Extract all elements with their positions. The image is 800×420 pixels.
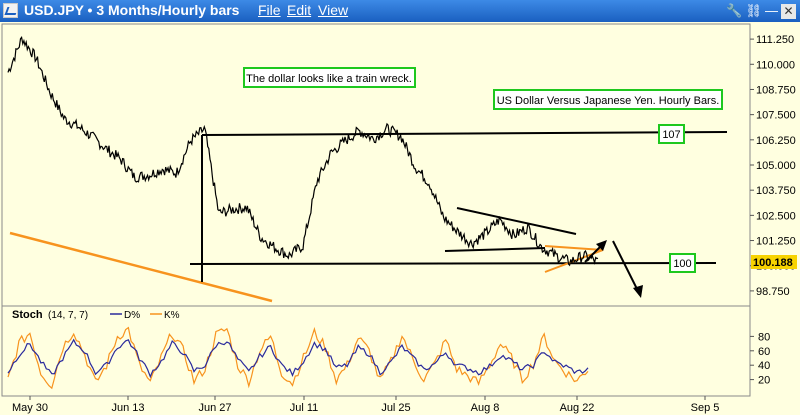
arrow-down-line: [612, 240, 639, 292]
chart-icon[interactable]: [3, 3, 18, 18]
price-tick-label: 107.500: [756, 110, 796, 122]
price-tick-label: 106.250: [756, 135, 796, 147]
annotation-train-wreck: The dollar looks like a train wreck.: [246, 73, 412, 85]
stoch-k-line: [7, 326, 589, 390]
time-tick-label: Jun 13: [111, 402, 144, 414]
price-panel: 111.250 110.000 108.750 107.500 106.250 105.0…: [1, 23, 797, 307]
level-box-100: [669, 253, 696, 273]
menu-file[interactable]: File: [258, 2, 281, 18]
stoch-params: (14, 7, 7): [48, 310, 88, 321]
legend-k: K%: [164, 310, 180, 321]
dash-icon[interactable]: —: [765, 3, 781, 18]
title-bar: USD.JPY • 3 Months/Hourly bars File Edit…: [0, 0, 800, 22]
time-tick-label: Jul 11: [290, 402, 319, 414]
time-tick-label: Aug 22: [560, 402, 595, 414]
stoch-tick-label: 60: [758, 346, 770, 358]
price-tick-label: 101.250: [756, 236, 796, 248]
window-title: USD.JPY • 3 Months/Hourly bars: [24, 2, 240, 18]
stoch-d-line: [7, 338, 589, 379]
stoch-label: Stoch: [12, 309, 43, 321]
stoch-panel-border: [1, 305, 751, 397]
price-tick-label: 102.500: [756, 210, 796, 222]
window-tools: 🔧⛓— ✕: [726, 3, 796, 19]
time-tick-label: Jul 25: [381, 402, 410, 414]
price-tick-label: 108.750: [756, 84, 796, 96]
stoch-tick-label: 20: [758, 375, 770, 387]
chart-svg: 111.250 110.000 108.750 107.500 106.250 105.0…: [1, 23, 797, 414]
wedge-upper-line: [456, 207, 577, 235]
arrow-up-head: [596, 240, 607, 251]
price-tick-label: 111.250: [756, 34, 794, 46]
time-tick-label: Aug 8: [471, 402, 500, 414]
orange-trendline-lower: [9, 231, 273, 303]
time-tick-label: Jun 27: [198, 402, 231, 414]
wrench-icon[interactable]: 🔧: [726, 3, 746, 18]
annotation-box-train-wreck: [243, 67, 416, 88]
level-box-107: [658, 124, 685, 144]
support-line-100: [189, 262, 717, 265]
time-axis: May 30 Jun 13 Jun 27 Jul 11 Jul 25 Aug 8 Aug 2…: [12, 396, 719, 414]
price-series-line: [7, 35, 599, 267]
level-label-100: 100: [673, 258, 691, 270]
price-tick-label: 98.750: [756, 286, 790, 298]
resistance-line-107: [201, 131, 728, 136]
stoch-panel: Stoch (14, 7, 7) D% K% 80 60 40 20: [1, 305, 770, 397]
chart-area: 111.250 110.000 108.750 107.500 106.250 105.0…: [0, 22, 800, 415]
time-tick-label: May 30: [12, 402, 48, 414]
price-tick-label: 105.000: [756, 160, 796, 172]
time-tick-label: Sep 5: [691, 402, 720, 414]
price-axis: 111.250 110.000 108.750 107.500 106.250 105.0…: [750, 34, 796, 298]
legend-d: D%: [124, 310, 140, 321]
last-price-badge: [751, 255, 797, 269]
price-tick-label: 103.750: [756, 185, 796, 197]
last-price-label: 100.188: [753, 257, 793, 269]
stoch-tick-label: 80: [758, 331, 770, 343]
stoch-tick-label: 40: [758, 360, 770, 372]
level-label-107: 107: [662, 129, 680, 141]
menu-view[interactable]: View: [318, 2, 349, 18]
annotation-pair-description: US Dollar Versus Japanese Yen. Hourly Ba…: [497, 95, 720, 107]
link-icon[interactable]: ⛓: [745, 3, 765, 18]
annotation-box-pair-description: [493, 89, 723, 110]
arrow-down-head: [633, 285, 643, 298]
price-tick-label: 110.000: [756, 59, 795, 71]
close-icon[interactable]: ✕: [781, 4, 796, 19]
stoch-axis: 80 60 40 20: [750, 331, 770, 387]
wedge-lower-line: [444, 247, 546, 252]
menu-edit[interactable]: Edit: [287, 2, 312, 18]
